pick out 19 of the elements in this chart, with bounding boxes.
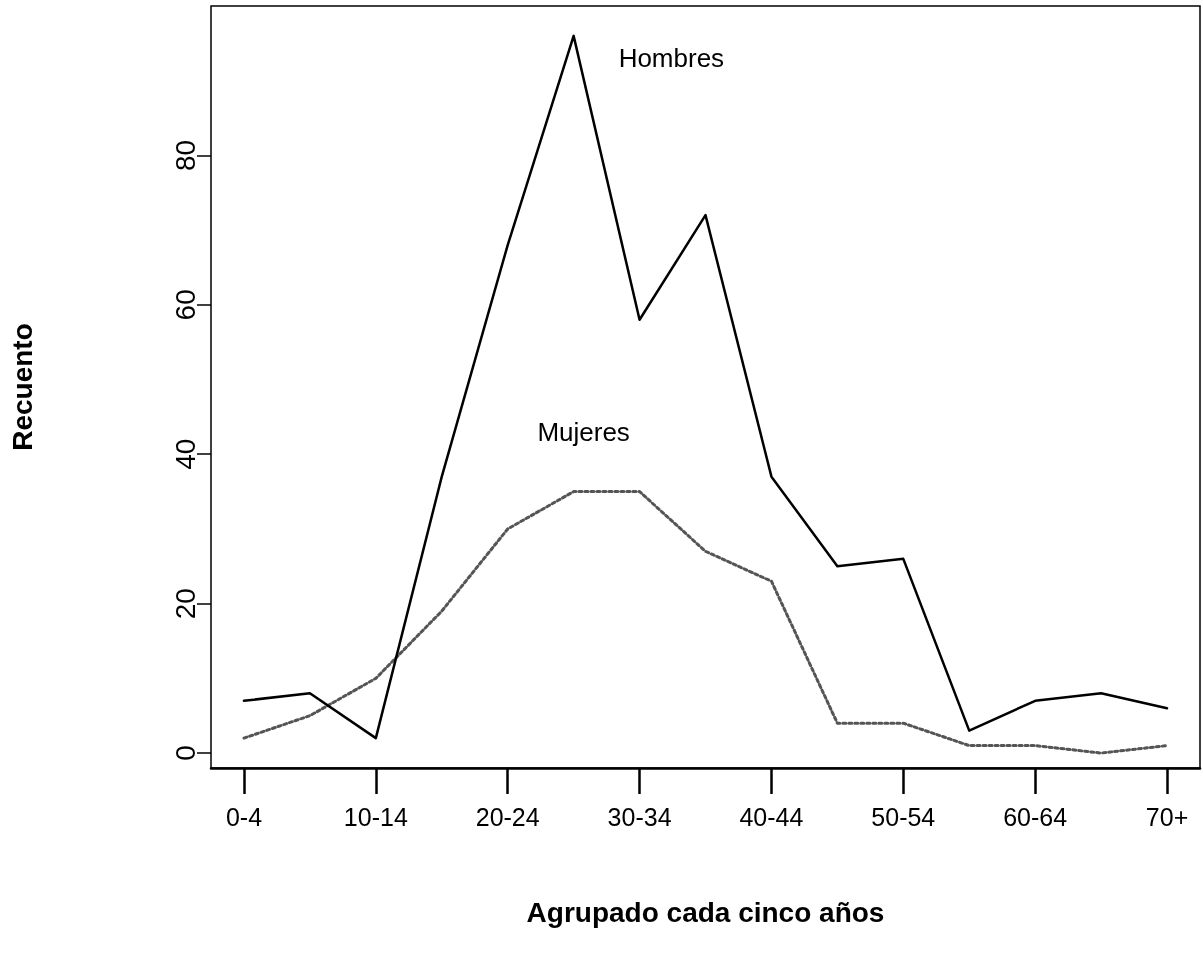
x-tick-label: 0-4: [225, 802, 263, 831]
x-tick-label: 30-34: [607, 802, 672, 831]
line-series: [242, 34, 1169, 740]
x-tick-label: 40-44: [739, 802, 804, 831]
x-tick-label: 50-54: [871, 802, 936, 831]
y-tick-label: 80: [169, 139, 201, 171]
y-tick-label: 40: [169, 438, 201, 470]
x-tick-label: 60-64: [1003, 802, 1068, 831]
y-tick-label: 60: [169, 289, 201, 321]
x-tick-label: 10-14: [343, 802, 408, 831]
x-tick-label: 70+: [1145, 802, 1189, 831]
y-axis-title: Recuento: [6, 323, 38, 451]
series-label: Hombres: [618, 42, 725, 73]
series-label: Mujeres: [537, 416, 630, 447]
y-tick-label: 20: [169, 588, 201, 620]
x-tick-label: 20-24: [475, 802, 540, 831]
x-axis-title: Agrupado cada cinco años: [526, 896, 885, 928]
line-series: [242, 490, 1169, 755]
y-tick-label: 0: [169, 745, 201, 761]
